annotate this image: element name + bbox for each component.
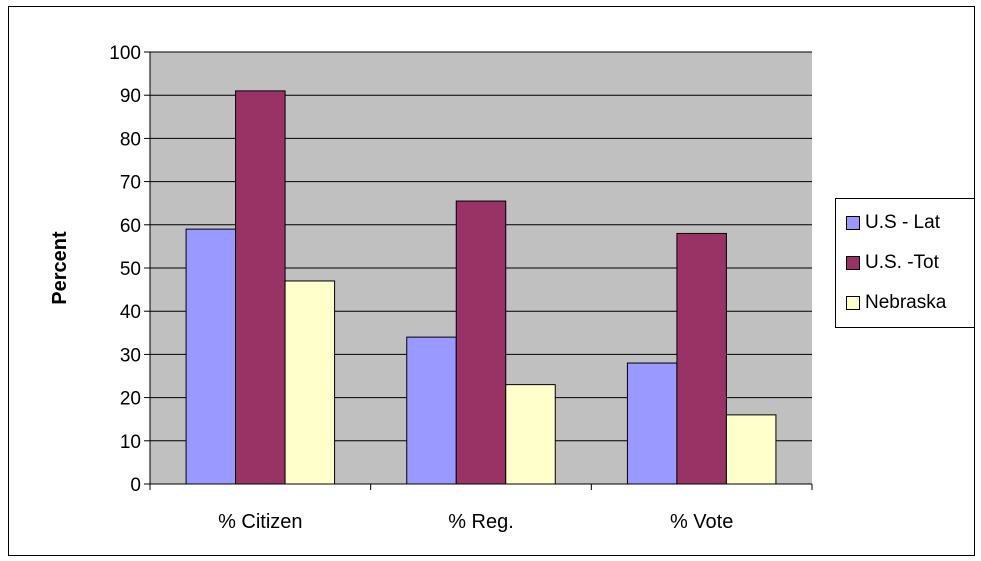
legend-label-nebraska: Nebraska <box>865 292 947 313</box>
y-tick-label: 50 <box>120 259 141 280</box>
bar-nebraska-0 <box>284 280 336 485</box>
x-category-label: % Vote <box>670 511 733 533</box>
y-axis-tick-labels: 0 10 20 30 40 50 60 70 80 90 100 <box>109 43 141 496</box>
y-axis-title: Percent <box>49 231 71 305</box>
legend-swatch-us-tot <box>846 256 860 270</box>
bar-u-s-tot-0 <box>235 90 286 485</box>
bar-u-s-lat-1 <box>406 336 457 485</box>
y-tick-label: 30 <box>120 345 141 366</box>
legend-swatch-nebraska <box>846 296 860 310</box>
legend-item-us-tot: U.S. -Tot <box>846 251 939 275</box>
x-category-label: % Reg. <box>448 511 514 533</box>
y-tick-label: 0 <box>130 475 141 496</box>
y-tick-label: 100 <box>109 43 141 64</box>
y-tick-label: 60 <box>120 216 141 237</box>
legend-label-us-tot: U.S. -Tot <box>865 252 939 273</box>
bar-u-s-lat-0 <box>185 228 237 485</box>
y-tick-label: 80 <box>120 129 141 150</box>
y-tick-label: 20 <box>120 389 141 410</box>
bar-nebraska-2 <box>725 414 777 485</box>
bar-u-s-tot-2 <box>676 232 727 485</box>
x-axis-category-labels: % Citizen % Reg. % Vote <box>218 511 733 533</box>
bars <box>185 90 777 485</box>
bar-u-s-lat-2 <box>626 362 678 485</box>
legend-item-us-lat: U.S - Lat <box>846 211 940 235</box>
y-tick-label: 40 <box>120 302 141 323</box>
axes <box>144 51 813 490</box>
legend-label-us-lat: U.S - Lat <box>865 212 940 233</box>
legend-swatch-us-lat <box>846 216 860 230</box>
legend-item-nebraska: Nebraska <box>846 291 946 315</box>
legend: U.S - Lat U.S. -Tot Nebraska <box>835 198 975 328</box>
x-category-label: % Citizen <box>218 511 302 533</box>
y-tick-label: 90 <box>120 86 141 107</box>
y-tick-label: 70 <box>120 173 141 194</box>
y-tick-label: 10 <box>120 432 141 453</box>
bar-nebraska-1 <box>505 384 556 485</box>
bar-u-s-tot-1 <box>455 200 507 485</box>
